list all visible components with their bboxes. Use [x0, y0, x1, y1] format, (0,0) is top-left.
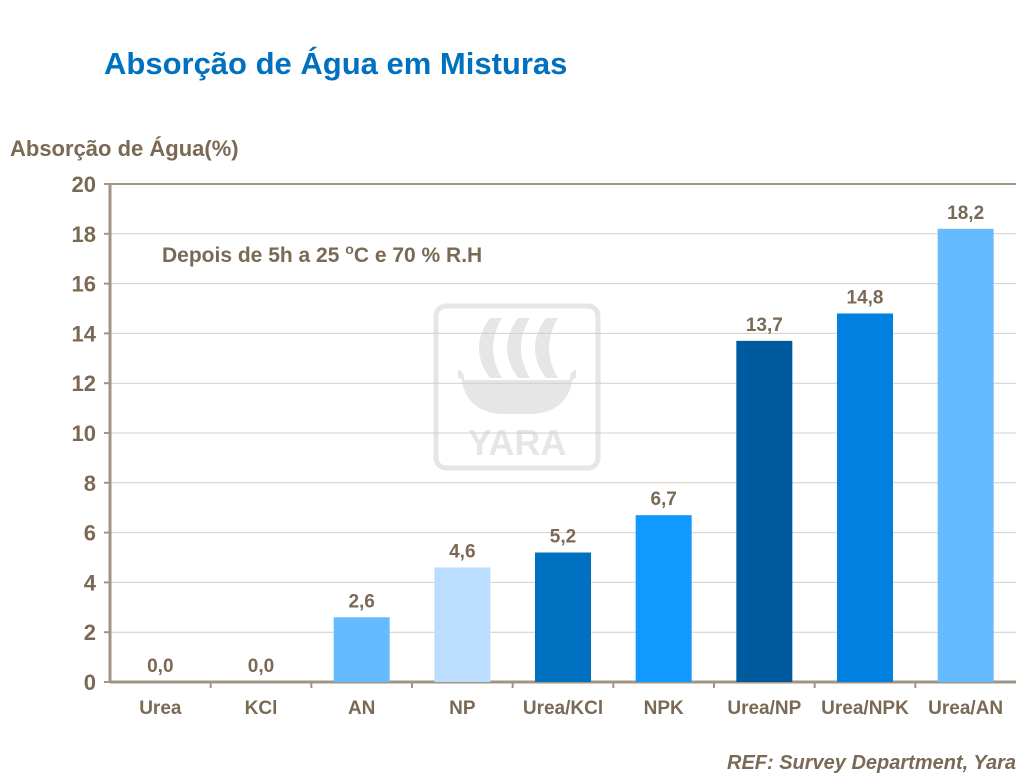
bar-urea-kcl [535, 552, 591, 682]
reference-note: REF: Survey Department, Yara [727, 752, 1016, 774]
y-tick-label: 8 [84, 471, 96, 496]
x-tick-label: NPK [644, 698, 684, 719]
data-label: 6,7 [650, 489, 676, 510]
y-tick-label: 4 [84, 570, 97, 595]
data-label: 0,0 [147, 656, 173, 677]
data-label: 2,6 [348, 591, 374, 612]
x-tick-label: Urea/KCl [523, 698, 603, 719]
x-tick-label: Urea/AN [928, 698, 1003, 719]
data-label: 4,6 [449, 541, 475, 562]
yara-watermark: YARA [433, 303, 601, 471]
y-tick-label: 2 [84, 620, 96, 645]
bar-urea-npk [837, 313, 893, 682]
data-label: 14,8 [847, 287, 884, 308]
x-tick-label: AN [348, 698, 375, 719]
y-tick-label: 14 [72, 321, 97, 346]
x-tick-label: Urea/NPK [821, 698, 909, 719]
bar-urea-np [736, 340, 793, 682]
page-title: Absorção de Água em Misturas [104, 46, 568, 81]
data-label: 13,7 [746, 315, 783, 336]
x-tick-label: Urea [139, 698, 182, 719]
watermark-text: YARA [468, 422, 567, 463]
data-label: 18,2 [947, 203, 984, 224]
y-tick-label: 18 [72, 222, 96, 247]
data-label: 0,0 [248, 656, 274, 677]
y-tick-label: 20 [72, 172, 96, 197]
y-axis-label: Absorção de Água(%) [10, 136, 239, 161]
x-tick-label: Urea/NP [727, 698, 801, 719]
y-tick-label: 10 [72, 421, 96, 446]
chart-annotation: Depois de 5h a 25 oC e 70 % R.H [162, 241, 482, 267]
data-label: 5,2 [550, 527, 576, 548]
x-tick-label: KCl [245, 698, 278, 719]
x-tick-label: NP [449, 698, 476, 719]
bar-npk [635, 515, 692, 682]
y-tick-label: 16 [72, 272, 96, 297]
y-tick-label: 6 [84, 521, 96, 546]
bar-np [434, 567, 491, 682]
bar-an [333, 617, 390, 682]
bar-urea-an [937, 228, 994, 682]
y-tick-label: 12 [72, 371, 96, 396]
y-tick-label: 0 [84, 670, 96, 695]
